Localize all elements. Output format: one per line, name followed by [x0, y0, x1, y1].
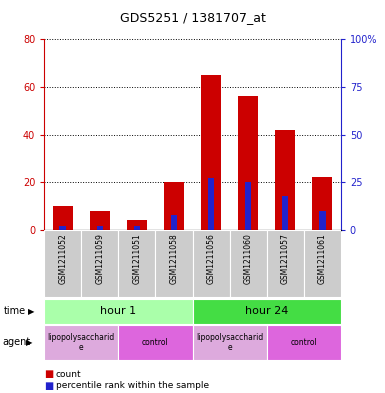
Bar: [208, 178, 214, 230]
Text: GSM1211059: GSM1211059: [95, 233, 104, 284]
Text: GSM1211052: GSM1211052: [58, 233, 67, 284]
Text: hour 24: hour 24: [245, 307, 288, 316]
Text: GSM1211060: GSM1211060: [244, 233, 253, 284]
Bar: [53, 206, 73, 230]
Bar: [134, 226, 140, 230]
Bar: [44, 230, 81, 297]
Bar: [59, 226, 66, 230]
Text: hour 1: hour 1: [100, 307, 136, 316]
Bar: [119, 230, 156, 297]
Text: GSM1211051: GSM1211051: [132, 233, 141, 284]
Text: count: count: [56, 370, 82, 378]
Bar: [267, 230, 304, 297]
Text: control: control: [142, 338, 169, 347]
Text: lipopolysaccharid
e: lipopolysaccharid e: [196, 332, 263, 352]
Bar: [201, 75, 221, 230]
Text: GSM1211056: GSM1211056: [206, 233, 216, 284]
Text: control: control: [290, 338, 317, 347]
Text: lipopolysaccharid
e: lipopolysaccharid e: [48, 332, 115, 352]
Text: percentile rank within the sample: percentile rank within the sample: [56, 382, 209, 390]
Bar: [282, 196, 288, 230]
Bar: [97, 226, 103, 230]
Bar: [81, 230, 119, 297]
Bar: [245, 182, 251, 230]
Bar: [171, 215, 177, 230]
Text: ▶: ▶: [28, 307, 34, 316]
Text: ■: ■: [44, 369, 54, 379]
Bar: [238, 96, 258, 230]
Text: GSM1211057: GSM1211057: [281, 233, 290, 284]
Bar: [127, 220, 147, 230]
Bar: [312, 178, 332, 230]
Bar: [119, 325, 192, 360]
Text: ■: ■: [44, 381, 54, 391]
Bar: [90, 211, 110, 230]
Bar: [192, 299, 341, 324]
Text: agent: agent: [2, 337, 30, 347]
Bar: [44, 299, 192, 324]
Bar: [275, 130, 295, 230]
Bar: [192, 230, 229, 297]
Text: GDS5251 / 1381707_at: GDS5251 / 1381707_at: [120, 11, 265, 24]
Bar: [164, 182, 184, 230]
Bar: [266, 325, 341, 360]
Text: GSM1211058: GSM1211058: [169, 233, 179, 284]
Bar: [229, 230, 266, 297]
Bar: [304, 230, 341, 297]
Text: ▶: ▶: [26, 338, 33, 347]
Text: GSM1211061: GSM1211061: [318, 233, 327, 284]
Bar: [44, 325, 119, 360]
Bar: [156, 230, 192, 297]
Bar: [319, 211, 326, 230]
Bar: [192, 325, 267, 360]
Text: time: time: [4, 307, 26, 316]
